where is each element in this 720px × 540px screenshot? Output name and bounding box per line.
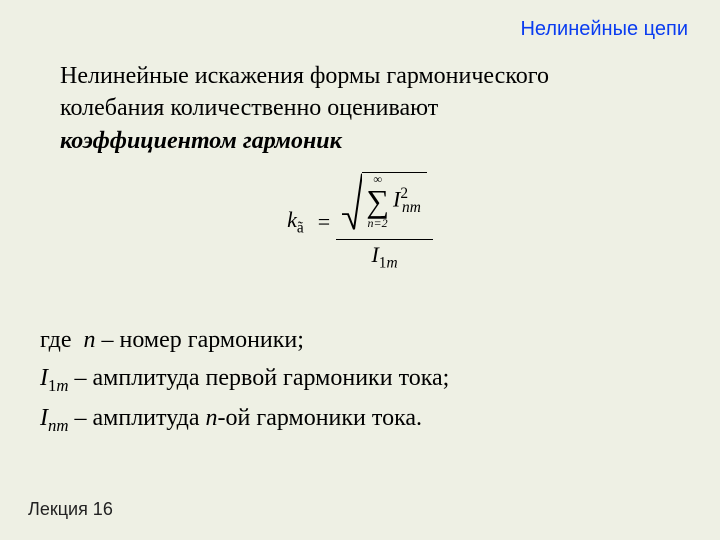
body-paragraph: Нелинейные искажения формы гармоническог… — [60, 60, 660, 157]
harmonic-coefficient-formula: kã = ∞ ∑ n= — [0, 170, 720, 274]
n-text: – номер гармоники; — [96, 327, 304, 353]
n-var: n — [84, 327, 96, 353]
summation: ∞ ∑ n=2 — [366, 173, 389, 229]
paragraph-line1: Нелинейные искажения формы гармоническог… — [60, 63, 549, 89]
def-row-i1m: I1m – амплитуда первой гармоники тока; — [40, 360, 680, 398]
section-header: Нелинейные цепи — [520, 18, 688, 41]
i1m-text: – амплитуда первой гармоники тока; — [69, 365, 450, 391]
fraction-denominator: I1m — [365, 240, 403, 274]
i1m-sub-letter: m — [56, 376, 68, 395]
sigma-icon: ∑ — [366, 185, 389, 217]
sum-term: I2nm — [393, 185, 421, 217]
paragraph-emph: коэффициентом гармоник — [60, 128, 342, 154]
inm-text-b: -ой гармоники тока. — [218, 405, 422, 431]
inm-text-a: – амплитуда — [69, 405, 206, 431]
inm-var: I — [40, 405, 48, 431]
slide: Нелинейные цепи Нелинейные искажения фор… — [0, 0, 720, 540]
fraction-numerator: ∞ ∑ n=2 I2nm — [336, 170, 433, 239]
radical-icon — [342, 172, 362, 231]
square-root: ∞ ∑ n=2 I2nm — [342, 172, 427, 231]
den-sub-letter: m — [386, 254, 397, 271]
lecture-footer: Лекция 16 — [28, 499, 113, 520]
inm-n: n — [206, 405, 218, 431]
den-var: I — [371, 242, 378, 267]
i1m-var: I — [40, 365, 48, 391]
inm-sub: nm — [48, 416, 69, 435]
def-row-inm: Inm – амплитуда n-ой гармоники тока. — [40, 400, 680, 438]
definitions-block: где n – номер гармоники; I1m – амплитуда… — [40, 320, 680, 440]
where-label: где — [40, 327, 72, 353]
paragraph-line2: колебания количественно оценивают — [60, 95, 438, 121]
lhs-letter: k — [287, 207, 297, 232]
lhs-sub: ã — [297, 219, 304, 236]
def-row-n: где n – номер гармоники; — [40, 322, 680, 358]
radicand: ∞ ∑ n=2 I2nm — [362, 172, 427, 231]
sum-term-sub: nm — [402, 199, 421, 216]
sum-lower-limit: n=2 — [368, 217, 388, 229]
formula-lhs: kã — [287, 207, 304, 237]
main-fraction: ∞ ∑ n=2 I2nm I1m — [336, 170, 433, 274]
equals-sign: = — [318, 209, 330, 235]
